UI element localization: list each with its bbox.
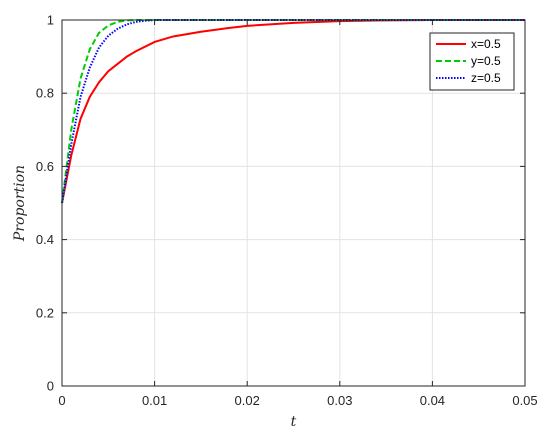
y-tick-label: 0.6 [36,159,54,174]
series-line-2 [61,19,525,204]
y-axis-label: Proportion [12,165,28,242]
x-tick-label: 0.04 [420,393,445,408]
y-tick-label: 0 [47,379,54,394]
legend: x=0.5 y=0.5 z=0.5 [429,32,515,91]
x-tick-label: 0.03 [327,393,352,408]
y-tick-label: 0.2 [36,305,54,320]
plot-area-frame [61,19,526,387]
legend-label-1: x=0.5 [471,37,501,51]
x-axis-label: t [291,414,297,430]
x-tick-label: 0.01 [142,393,167,408]
y-tick-label: 0.8 [36,86,54,101]
x-tick-label: 0.05 [512,393,537,408]
y-tick-label: 0.4 [36,232,54,247]
legend-label-2: y=0.5 [471,54,501,68]
legend-label-3: z=0.5 [471,71,501,85]
series-line-3 [61,19,525,204]
x-tick-label: 0 [58,393,65,408]
x-tick-label: 0.02 [235,393,260,408]
axis-ticks: 0 0.01 0.02 0.03 0.04 0.05 0 0.2 0.4 0.6 0.8 1 [36,13,538,409]
legend-box [429,32,515,91]
y-tick-label: 1 [47,13,54,28]
